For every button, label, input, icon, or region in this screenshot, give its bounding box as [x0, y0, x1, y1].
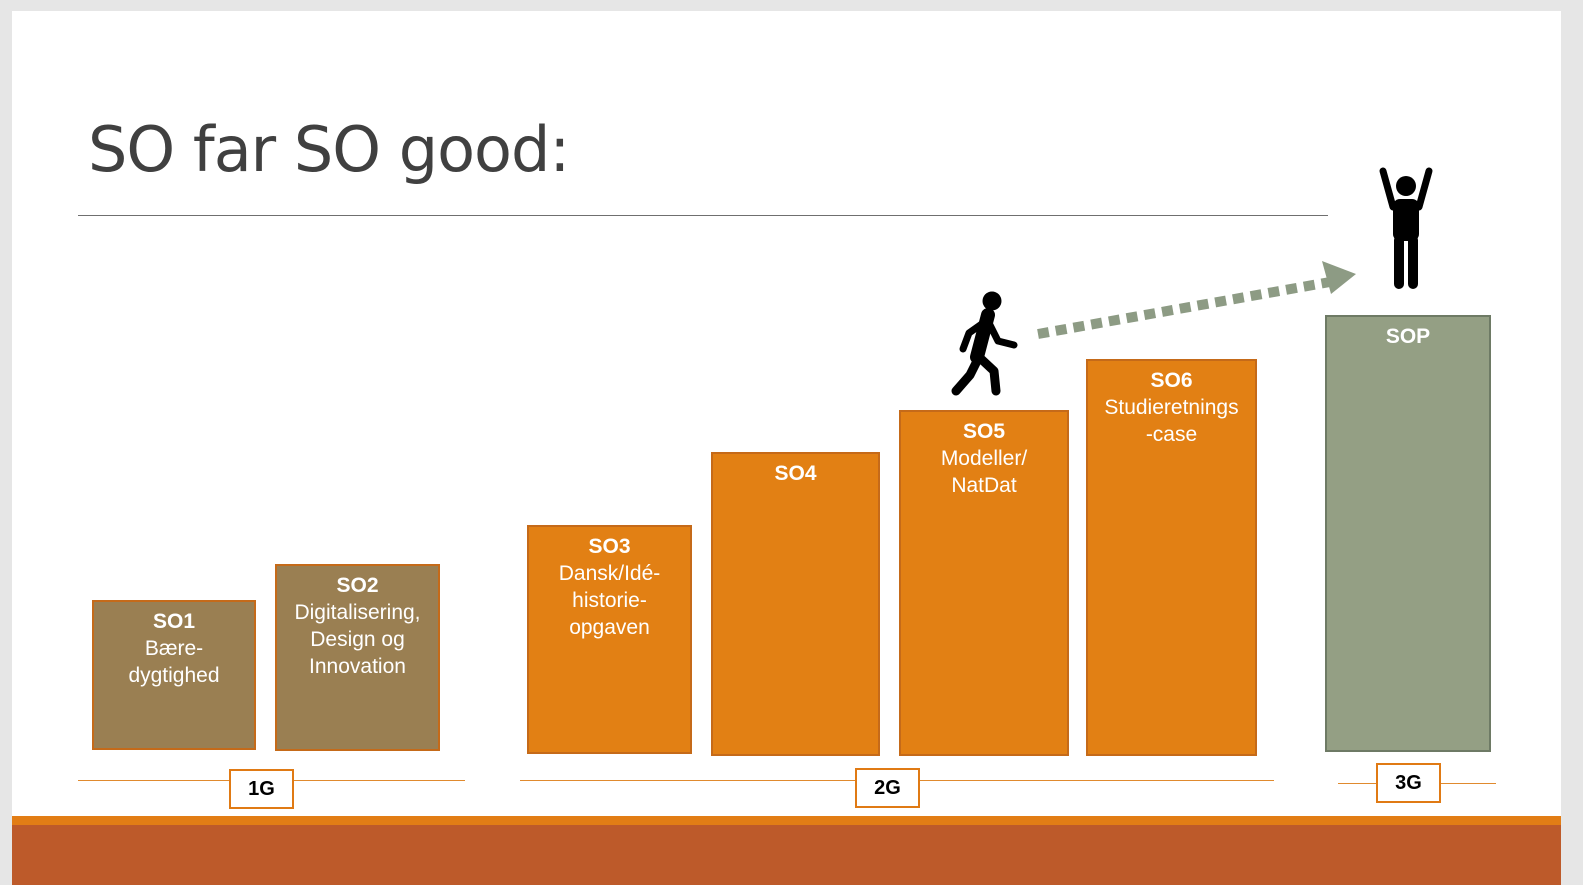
cheering-person-icon	[1379, 167, 1433, 289]
block-so3-code: SO3	[588, 535, 631, 558]
title-divider	[78, 215, 1328, 216]
block-so5-code: SO5	[962, 420, 1006, 443]
block-so6: SO6 Studieretnings -case	[1086, 359, 1257, 756]
block-sop: SOP	[1325, 315, 1491, 752]
block-so2-code: SO2	[336, 574, 379, 597]
grade-label-2g: 2G	[855, 768, 920, 808]
block-so1-code: SO1	[152, 610, 196, 633]
block-so3-description: Dansk/Idé- historie- opgaven	[558, 562, 661, 639]
block-so6-description: Studieretnings -case	[1104, 396, 1239, 446]
block-so4: SO4	[711, 452, 880, 756]
slide: SO far SO good: SO1 Bære- dygtighed SO2 …	[12, 11, 1561, 885]
block-so6-code: SO6	[1150, 369, 1193, 392]
grade-label-1g: 1G	[229, 769, 294, 809]
block-sop-code: SOP	[1385, 325, 1431, 348]
block-so1: SO1 Bære- dygtighed	[92, 600, 256, 750]
block-so2: SO2 Digitalisering, Design og Innovation	[275, 564, 440, 751]
grade-label-3g: 3G	[1376, 763, 1441, 803]
slide-title: SO far SO good:	[88, 113, 570, 186]
block-so1-description: Bære- dygtighed	[128, 637, 220, 687]
footer-stripe	[12, 816, 1561, 825]
block-so2-description: Digitalisering, Design og Innovation	[294, 601, 421, 678]
block-so5-description: Modeller/ NatDat	[940, 447, 1028, 497]
block-so4-code: SO4	[774, 462, 817, 485]
footer-band	[12, 825, 1561, 885]
block-so3: SO3 Dansk/Idé- historie- opgaven	[527, 525, 692, 754]
walking-person-icon	[951, 291, 1018, 396]
block-so5: SO5 Modeller/ NatDat	[899, 410, 1069, 756]
dotted-arrow-icon	[1037, 261, 1356, 339]
